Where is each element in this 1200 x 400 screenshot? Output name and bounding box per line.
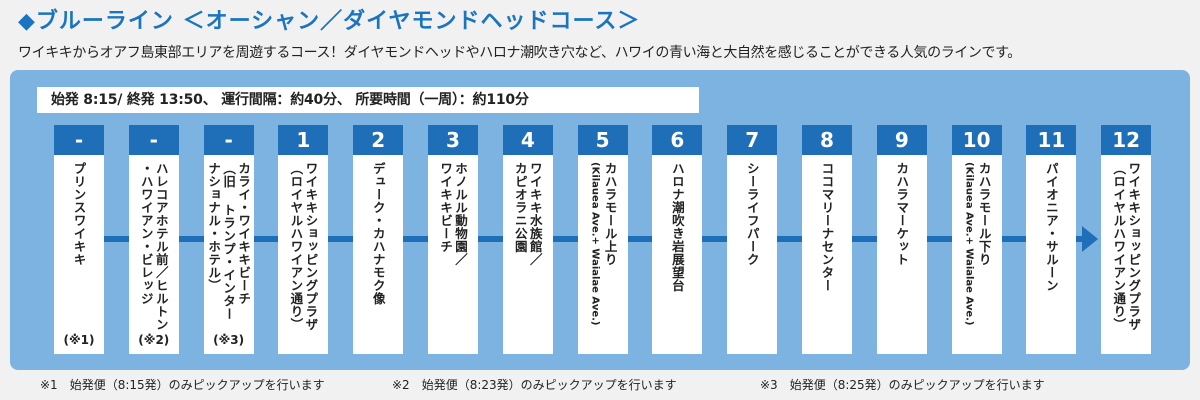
- stop-card: ハロナ潮吹き岩展望台: [652, 155, 703, 354]
- stop-number: 12: [1101, 125, 1152, 155]
- stop-5: 2 デューク・カハナモク像: [353, 125, 404, 354]
- route-arrow-icon: [1082, 226, 1098, 252]
- stop-2: - ハレコアホテル前／ヒルトン ・ハワイアン・ビレッジ (※2): [128, 125, 179, 354]
- stop-name-line: ワイキキ水族館／: [527, 162, 543, 266]
- stop-name: ワイキキショッピングプラザ （ロイヤルハワイアン通り）: [1101, 162, 1151, 330]
- stop-name: シーライフパーク: [727, 162, 777, 330]
- stop-name: ホノルル動物園／ ワイキキビーチ: [428, 162, 478, 330]
- schedule-info: 始発 8:15/ 終発 13:50、 運行間隔：約40分、 所要時間（一周）：約…: [37, 87, 699, 113]
- stop-card: ワイキキ水族館／ カピオラニ公園: [502, 155, 553, 354]
- page-title: ◆ブルーライン ＜オーシャン／ダイヤモンドヘッドコース＞: [18, 9, 641, 34]
- stop-15: 12 ワイキキショッピングプラザ （ロイヤルハワイアン通り）: [1101, 125, 1152, 354]
- stop-number: 6: [652, 125, 703, 155]
- stop-card: ワイキキショッピングプラザ （ロイヤルハワイアン通り）: [278, 155, 329, 354]
- stop-number: 3: [428, 125, 478, 155]
- stop-number: 11: [1026, 125, 1077, 155]
- stop-number: 4: [502, 125, 553, 155]
- stop-name-line: カハラマーケット: [894, 162, 910, 266]
- footnote-3: ※3 始発便（8:25発）のみピックアップを行います: [760, 378, 1045, 392]
- stop-name-line: （旧 トランプ・インター: [221, 162, 237, 321]
- stop-card: パイオニア・サルーン: [1026, 155, 1077, 354]
- stop-14: 11 パイオニア・サルーン: [1026, 125, 1077, 354]
- stop-name-line: カハラモール下り: [976, 162, 992, 266]
- stop-note: (※1): [63, 333, 95, 347]
- stop-card: ハレコアホテル前／ヒルトン ・ハワイアン・ビレッジ (※2): [128, 155, 179, 354]
- stop-name: ハレコアホテル前／ヒルトン ・ハワイアン・ビレッジ: [129, 162, 179, 330]
- stop-card: カライ・ワイキキビーチ （旧 トランプ・インター ナショナル・ホテル） (※3): [203, 155, 254, 354]
- stop-13: 10 カハラモール下り (Kilauea Ave.+ Waialae Ave.): [951, 125, 1002, 354]
- stop-name: デューク・カハナモク像: [353, 162, 403, 330]
- stop-card: カハラマーケット: [876, 155, 927, 354]
- stop-name-line: カピオラニ公園: [512, 162, 528, 253]
- stop-name: パイオニア・サルーン: [1026, 162, 1076, 330]
- stop-7: 4 ワイキキ水族館／ カピオラニ公園: [502, 125, 553, 354]
- stop-name-line: ワイキキショッピングプラザ: [303, 162, 319, 330]
- stop-card: プリンスワイキキ (※1): [54, 155, 104, 354]
- stop-card: カハラモール上り (Kilauea Ave.+ Waialae Ave.): [577, 155, 628, 354]
- stop-card: カハラモール下り (Kilauea Ave.+ Waialae Ave.): [951, 155, 1002, 354]
- stop-number: 8: [802, 125, 852, 155]
- stop-card: ココマリーナセンター: [802, 155, 852, 354]
- stop-4: 1 ワイキキショッピングプラザ （ロイヤルハワイアン通り）: [278, 125, 329, 354]
- stop-6: 3 ホノルル動物園／ ワイキキビーチ: [428, 125, 478, 354]
- stop-name: ハロナ潮吹き岩展望台: [652, 162, 702, 330]
- stop-name: ワイキキ水族館／ カピオラニ公園: [503, 162, 553, 330]
- stop-name-line: ワイキキビーチ: [438, 162, 453, 253]
- stop-name: カハラマーケット: [877, 162, 927, 330]
- stop-name-line: プリンスワイキキ: [71, 162, 87, 266]
- stop-name-line: カライ・ワイキキビーチ: [236, 162, 252, 305]
- stop-name-line: デューク・カハナモク像: [370, 162, 386, 305]
- stop-number: 10: [951, 125, 1002, 155]
- stop-name-line: シーライフパーク: [744, 162, 760, 266]
- stop-name-line: ナショナル・ホテル）: [206, 162, 222, 292]
- stop-9: 6 ハロナ潮吹き岩展望台: [652, 125, 703, 354]
- stop-number: -: [54, 125, 104, 155]
- stop-8: 5 カハラモール上り (Kilauea Ave.+ Waialae Ave.): [577, 125, 628, 354]
- footnote-1: ※1 始発便（8:15発）のみピックアップを行います: [40, 378, 325, 392]
- stop-name-line: ハレコアホテル前／ヒルトン: [153, 162, 169, 330]
- stop-name: ワイキキショッピングプラザ （ロイヤルハワイアン通り）: [278, 162, 328, 330]
- stop-name-line: ワイキキショッピングプラザ: [1126, 162, 1142, 330]
- stop-note: (※3): [213, 333, 245, 347]
- stop-name: ココマリーナセンター: [802, 162, 852, 330]
- stop-name-line: ハロナ潮吹き岩展望台: [669, 162, 685, 292]
- stop-name-line: カハラモール上り: [602, 162, 618, 266]
- stop-name: プリンスワイキキ: [54, 162, 104, 330]
- stop-number: 2: [353, 125, 404, 155]
- stop-name-line: パイオニア・サルーン: [1043, 162, 1059, 292]
- stop-name-line: （ロイヤルハワイアン通り）: [1111, 162, 1127, 330]
- stop-10: 7 シーライフパーク: [727, 125, 778, 354]
- stop-number: 1: [278, 125, 329, 155]
- stop-note: (※2): [138, 333, 170, 347]
- stop-name-line: ココマリーナセンター: [819, 162, 835, 292]
- stop-12: 9 カハラマーケット: [876, 125, 927, 354]
- stop-name: カハラモール下り (Kilauea Ave.+ Waialae Ave.): [952, 162, 1002, 330]
- stop-card: ホノルル動物園／ ワイキキビーチ: [428, 155, 478, 354]
- stop-name-line: （ロイヤルハワイアン通り）: [288, 162, 304, 330]
- stop-number: -: [128, 125, 179, 155]
- stop-name-line: ホノルル動物園／: [453, 162, 468, 266]
- stop-number: 9: [876, 125, 927, 155]
- stop-number: -: [203, 125, 254, 155]
- stop-name-line: (Kilauea Ave.+ Waialae Ave.): [589, 162, 601, 326]
- stop-name-line: ・ハワイアン・ビレッジ: [138, 162, 154, 305]
- stop-number: 5: [577, 125, 628, 155]
- stop-number: 7: [727, 125, 778, 155]
- page-subtitle: ワイキキからオアフ島東部エリアを周遊するコース！ダイヤモンドヘッドやハロナ潮吹き…: [18, 45, 1021, 61]
- stop-card: デューク・カハナモク像: [353, 155, 404, 354]
- footnote-2: ※2 始発便（8:23発）のみピックアップを行います: [392, 378, 677, 392]
- stop-card: ワイキキショッピングプラザ （ロイヤルハワイアン通り）: [1101, 155, 1152, 354]
- stop-name: カライ・ワイキキビーチ （旧 トランプ・インター ナショナル・ホテル）: [204, 162, 254, 330]
- stop-11: 8 ココマリーナセンター: [802, 125, 852, 354]
- stop-1: - プリンスワイキキ (※1): [54, 125, 104, 354]
- stop-name-line: (Kilauea Ave.+ Waialae Ave.): [963, 162, 975, 326]
- stop-3: - カライ・ワイキキビーチ （旧 トランプ・インター ナショナル・ホテル） (※3): [203, 125, 254, 354]
- stop-name: カハラモール上り (Kilauea Ave.+ Waialae Ave.): [578, 162, 628, 330]
- stop-card: シーライフパーク: [727, 155, 778, 354]
